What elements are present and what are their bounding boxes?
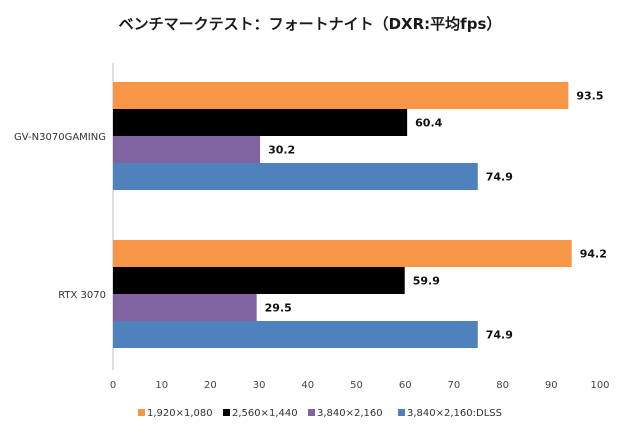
legend-swatch: [138, 409, 145, 416]
bar: [113, 294, 257, 321]
x-tick-label: 40: [301, 380, 314, 391]
x-tick-label: 50: [350, 380, 363, 391]
legend-label: 3,840×2,160: [317, 408, 383, 419]
legend-swatch: [308, 409, 315, 416]
data-label: 60.4: [415, 117, 442, 130]
bar: [113, 136, 261, 163]
bar: [113, 321, 478, 348]
x-tick-label: 30: [253, 380, 266, 391]
data-label: 74.9: [486, 329, 513, 342]
bar: [113, 82, 569, 109]
x-tick-label: 20: [204, 380, 217, 391]
category-label: GV-N3070GAMING: [14, 132, 106, 143]
data-label: 93.5: [576, 90, 603, 103]
category-label: RTX 3070: [58, 290, 106, 301]
legend: 1,920×1,080 2,560×1,440 3,840×2,160 3,840×2…: [138, 408, 502, 419]
data-label: 94.2: [580, 248, 607, 261]
legend-swatch: [223, 409, 230, 416]
data-label: 29.5: [265, 302, 292, 315]
x-tick-label: 100: [590, 380, 609, 391]
bar: [113, 267, 405, 294]
x-tick-label: 10: [155, 380, 168, 391]
x-tick-label: 70: [448, 380, 461, 391]
data-label: 59.9: [413, 275, 440, 288]
x-tick-label: 0: [110, 380, 116, 391]
legend-label: 3,840×2,160:DLSS: [407, 408, 502, 419]
x-tick-label: 80: [496, 380, 509, 391]
bar: [113, 163, 478, 190]
legend-label: 2,560×1,440: [232, 408, 298, 419]
x-tick-label: 60: [399, 380, 412, 391]
bars-group: 93.5 60.4 30.2 74.9 94.2 59.9 29.5 74.9: [113, 82, 607, 348]
bar: [113, 109, 408, 136]
chart-title: ベンチマークテスト：フォートナイト（DXR:平均fps）: [119, 15, 502, 33]
legend-label: 1,920×1,080: [147, 408, 213, 419]
x-tick-label: 90: [545, 380, 558, 391]
legend-swatch: [398, 409, 405, 416]
data-label: 30.2: [268, 144, 295, 157]
data-label: 74.9: [486, 171, 513, 184]
axes-group: 0 10 20 30 40 50 60 70 80 90 100 GV-N3070GAMING RTX …: [14, 63, 610, 391]
bar: [113, 240, 572, 267]
